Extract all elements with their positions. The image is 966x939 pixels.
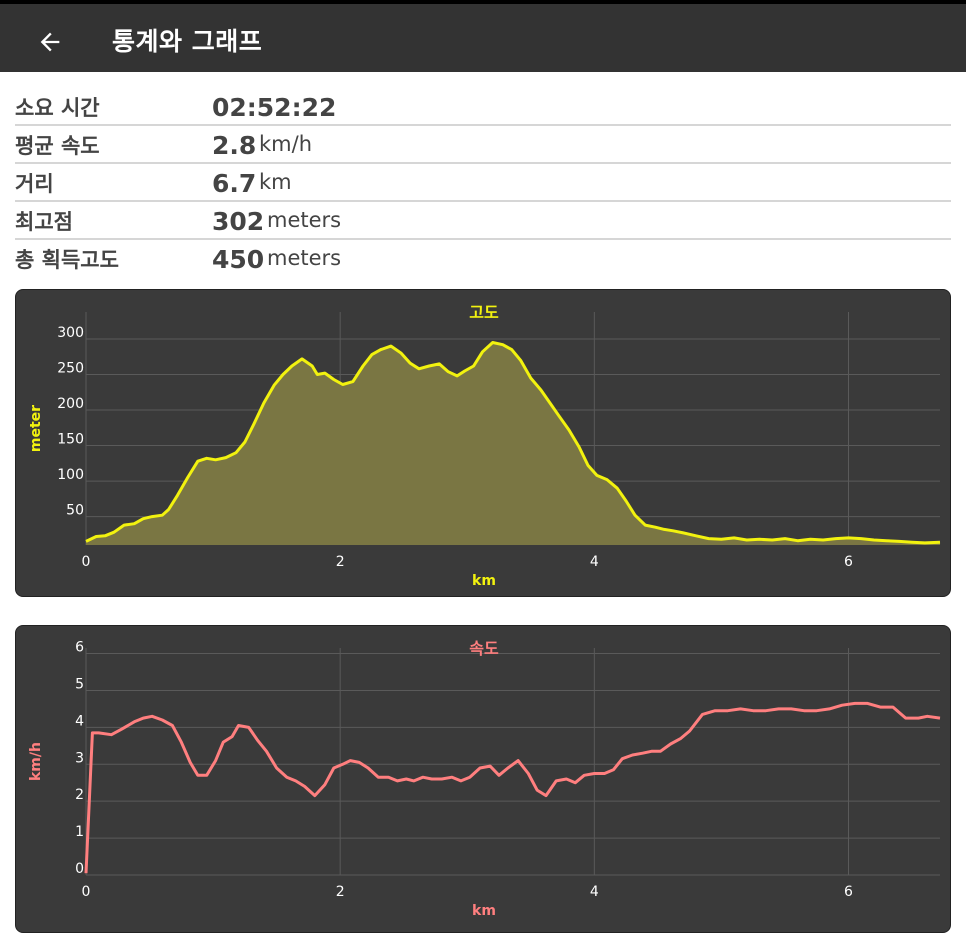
altitude-chart-card: 0 2 4 6 50 100 150 200 250 300 고도 km meter: [15, 289, 951, 597]
altitude-chart: 0 2 4 6 50 100 150 200 250 300 고도 km meter: [28, 303, 941, 589]
stat-label: 평균 속도: [15, 134, 100, 158]
page-title: 통계와 그래프: [112, 27, 263, 56]
series-line: [84, 701, 941, 874]
stat-row-max-altitude: 최고점 302 meters: [15, 202, 951, 240]
y-tick-label: 200: [57, 396, 84, 412]
x-tick-label: 4: [590, 884, 599, 900]
stat-row-duration: 소요 시간 02:52:22: [15, 88, 951, 126]
y-axis-label: km/h: [28, 742, 44, 781]
speed-chart-card: 0 2 4 6 0 1 2 3 4 5 6 속도 km km/h: [15, 625, 951, 933]
y-tick-label: 50: [66, 503, 84, 519]
stat-unit: meters: [267, 246, 342, 270]
stat-value: 302: [212, 207, 265, 236]
series-area: [86, 342, 940, 545]
y-tick-label: 0: [75, 861, 84, 877]
y-tick-label: 6: [75, 640, 84, 656]
stat-value: 450: [212, 245, 265, 274]
x-axis-label: km: [472, 573, 496, 589]
x-tick-label: 0: [82, 554, 91, 570]
chart-title: 속도: [469, 639, 499, 658]
arrow-left-icon: [40, 32, 60, 52]
x-tick-label: 2: [336, 884, 345, 900]
speed-chart: 0 2 4 6 0 1 2 3 4 5 6 속도 km km/h: [28, 639, 941, 919]
x-tick-label: 6: [844, 884, 853, 900]
stat-unit: meters: [267, 208, 342, 232]
y-tick-label: 100: [57, 467, 84, 483]
stat-value: 6.7: [212, 169, 257, 198]
stats-table: 소요 시간 02:52:22 평균 속도 2.8 km/h 거리 6.7 km …: [15, 88, 951, 278]
chart-title: 고도: [469, 303, 499, 322]
stat-row-total-ascent: 총 획득고도 450 meters: [15, 240, 951, 278]
x-tick-label: 6: [844, 554, 853, 570]
stat-value: 2.8: [212, 131, 257, 160]
app-bar: 통계와 그래프: [0, 0, 966, 72]
stat-label: 소요 시간: [15, 96, 100, 120]
stat-label: 최고점: [15, 210, 73, 234]
y-tick-label: 2: [75, 787, 84, 803]
x-axis-label: km: [472, 903, 496, 919]
y-tick-label: 250: [57, 361, 84, 377]
stat-row-distance: 거리 6.7 km: [15, 164, 951, 202]
y-axis-label: meter: [28, 405, 44, 452]
y-tick-label: 150: [57, 432, 84, 448]
x-tick-label: 4: [590, 554, 599, 570]
y-tick-label: 4: [75, 713, 84, 729]
stat-value: 02:52:22: [212, 93, 337, 122]
stat-label: 총 획득고도: [15, 248, 119, 272]
y-tick-label: 5: [75, 676, 84, 692]
back-button[interactable]: [24, 20, 76, 64]
x-tick-label: 0: [82, 884, 91, 900]
x-tick-label: 2: [336, 554, 345, 570]
stat-label: 거리: [15, 172, 54, 196]
y-tick-label: 300: [57, 325, 84, 341]
stat-unit: km: [259, 170, 292, 194]
y-tick-label: 3: [75, 750, 84, 766]
stat-unit: km/h: [259, 132, 313, 156]
stat-row-avg-speed: 평균 속도 2.8 km/h: [15, 126, 951, 164]
y-tick-label: 1: [75, 824, 84, 840]
